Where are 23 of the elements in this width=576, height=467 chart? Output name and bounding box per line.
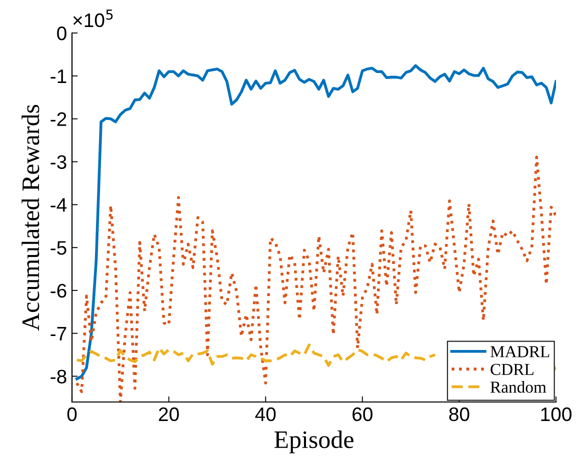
y-tick-label: -7 bbox=[50, 327, 66, 340]
x-tick-label: 100 bbox=[541, 407, 572, 422]
line-series bbox=[75, 156, 556, 402]
x-axis-title: Episode bbox=[274, 430, 354, 454]
line-series bbox=[75, 64, 556, 380]
x-tick-label: 80 bbox=[449, 407, 470, 422]
y-tick-label: -8 bbox=[50, 370, 66, 384]
x-tick-label: 60 bbox=[352, 407, 372, 422]
x-tick-label: 0 bbox=[67, 407, 77, 422]
legend-label: Random bbox=[490, 381, 546, 393]
y-tick-label: -2 bbox=[50, 112, 66, 126]
x-tick-label: 20 bbox=[158, 407, 179, 422]
y-tick-label: -6 bbox=[50, 284, 66, 298]
y-tick-label: -5 bbox=[50, 241, 66, 255]
legend-label: CDRL bbox=[490, 364, 534, 376]
y-axis-title: Accumulated Rewards bbox=[22, 104, 40, 331]
y-tick-label: -1 bbox=[50, 70, 66, 83]
legend-label: MADRL bbox=[490, 346, 550, 358]
y-tick-label: -3 bbox=[50, 155, 66, 169]
text: ×10$^{5}$ bbox=[73, 10, 113, 28]
y-tick-label: 0 bbox=[57, 26, 66, 40]
x-tick-label: 40 bbox=[255, 407, 276, 422]
y-tick-label: -4 bbox=[50, 198, 67, 212]
